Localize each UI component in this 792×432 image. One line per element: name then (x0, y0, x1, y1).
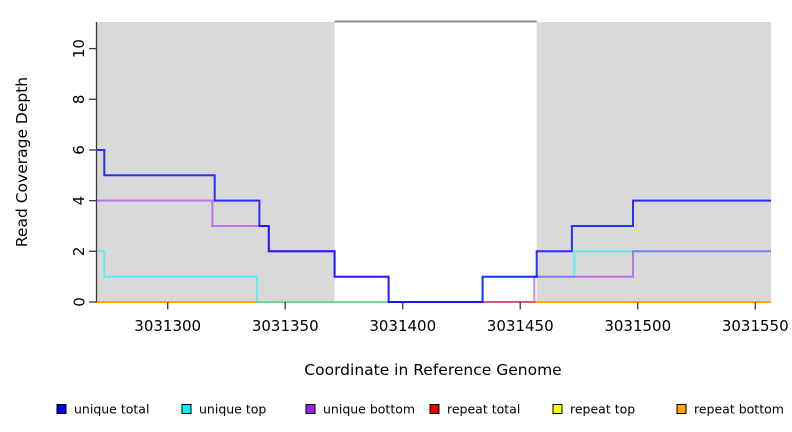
legend-item-unique-bottom: unique bottom (305, 402, 415, 417)
legend-item-repeat-bottom: repeat bottom (676, 402, 784, 417)
legend-swatch-repeat-total (429, 404, 440, 414)
y-tick-label: 0 (70, 297, 88, 307)
x-tick-label: 3031450 (487, 317, 554, 335)
legend-label-unique-total: unique total (74, 402, 149, 417)
legend-item-unique-total: unique total (56, 402, 149, 417)
x-tick-label: 3031300 (134, 317, 201, 335)
legend-label-repeat-total: repeat total (447, 402, 520, 417)
legend-item-repeat-top: repeat top (552, 402, 635, 417)
y-axis-title: Read Coverage Depth (13, 77, 31, 247)
right-mappable-region (536, 22, 771, 302)
axes: 0 2 4 6 8 10 3031300 3031350 3031400 3031450 30315… (70, 22, 789, 335)
x-tick-label: 3031350 (252, 317, 319, 335)
y-tick-label: 6 (70, 145, 88, 155)
legend-swatch-unique-total (56, 404, 67, 414)
series-line-unique-top (96, 250, 771, 303)
x-tick-label: 3031500 (604, 317, 671, 335)
y-tick-label: 10 (70, 39, 88, 58)
legend-item-repeat-total: repeat total (429, 402, 520, 417)
series-lines (96, 149, 771, 303)
legend: unique total unique top unique bottom repea… (56, 402, 784, 417)
mappability-regions (96, 20, 771, 302)
x-axis-title: Coordinate in Reference Genome (304, 361, 561, 379)
x-tick-label: 3031400 (369, 317, 436, 335)
legend-label-unique-bottom: unique bottom (323, 402, 415, 417)
legend-swatch-unique-bottom (305, 404, 316, 414)
left-mappable-region (96, 22, 335, 302)
legend-swatch-repeat-top (552, 404, 563, 414)
legend-label-unique-top: unique top (199, 402, 266, 417)
legend-swatch-unique-top (181, 404, 192, 414)
legend-label-repeat-top: repeat top (570, 402, 635, 417)
y-tick-label: 4 (70, 196, 88, 206)
y-tick-label: 2 (70, 247, 88, 257)
y-tick-label: 8 (70, 95, 88, 105)
x-tick-label: 3031550 (722, 317, 789, 335)
legend-swatch-repeat-bottom (676, 404, 687, 414)
legend-item-unique-top: unique top (181, 402, 266, 417)
series-line-unique-total (96, 149, 771, 303)
legend-label-repeat-bottom: repeat bottom (694, 402, 784, 417)
